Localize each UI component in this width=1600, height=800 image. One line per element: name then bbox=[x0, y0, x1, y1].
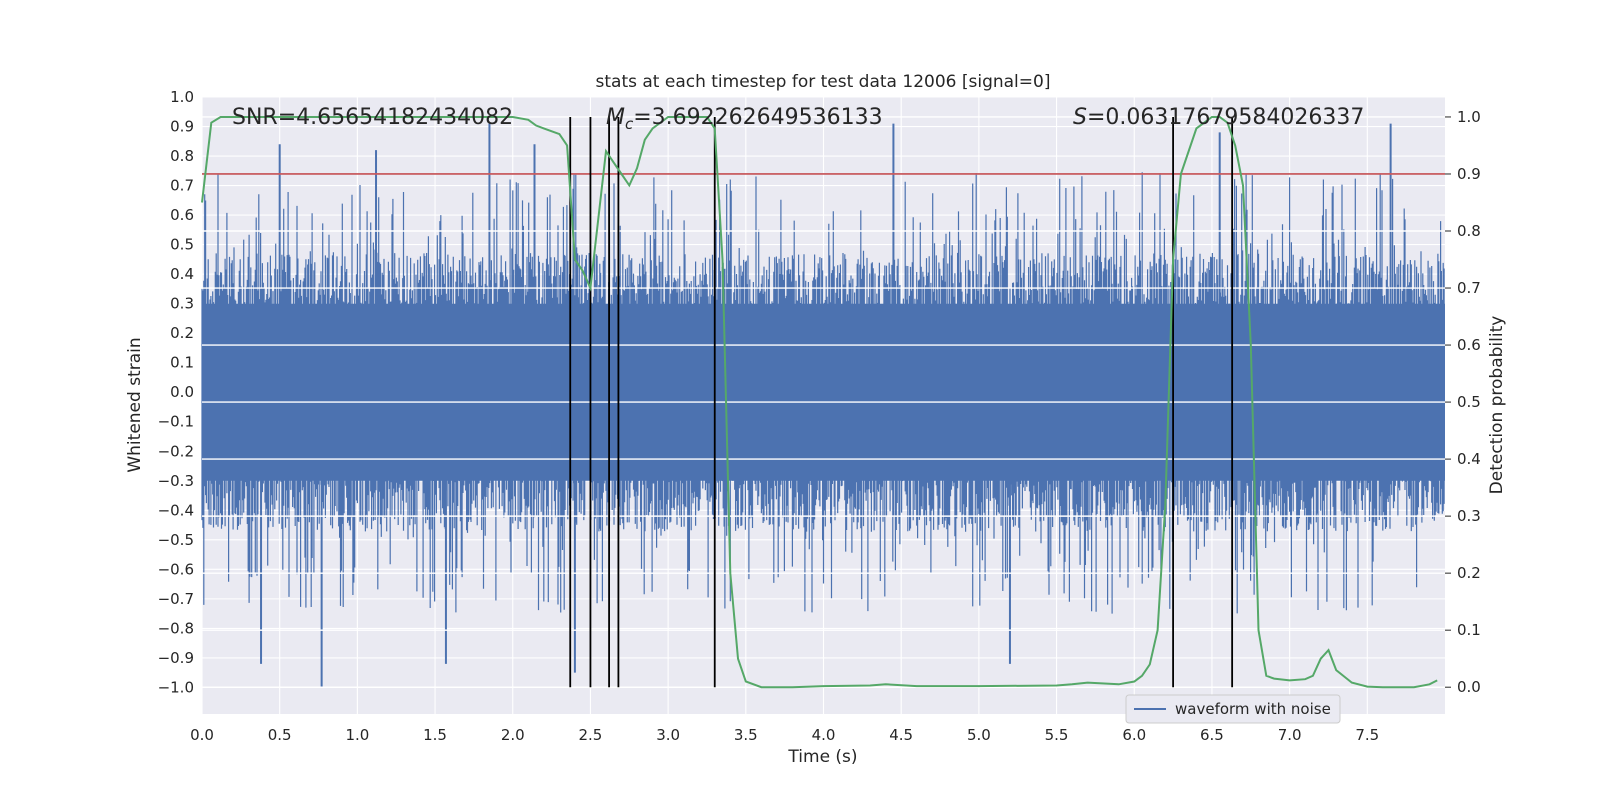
y-tick-label: −0.3 bbox=[158, 472, 194, 490]
y2-tick-label: 0.4 bbox=[1457, 450, 1481, 468]
y2-tick-label: 0.8 bbox=[1457, 222, 1481, 240]
x-tick-label: 0.5 bbox=[268, 726, 292, 744]
y-axis-label: Whitened strain bbox=[125, 337, 145, 472]
y-tick-label: 0.5 bbox=[170, 236, 194, 254]
probability-series bbox=[201, 116, 1438, 689]
y2-tick-label: 0.1 bbox=[1457, 621, 1481, 639]
y-tick-label: 0.3 bbox=[170, 295, 194, 313]
x-tick-label: 7.5 bbox=[1355, 726, 1379, 744]
y2-tick-label: 0.7 bbox=[1457, 279, 1481, 297]
y-tick-label: 0.7 bbox=[170, 177, 194, 195]
x-tick-label: 7.0 bbox=[1278, 726, 1302, 744]
x-tick-label: 0.0 bbox=[190, 726, 214, 744]
y-tick-label: 0.6 bbox=[170, 206, 194, 224]
chirp-mass-value: =3.692262649536133 bbox=[633, 105, 882, 130]
chart-title: stats at each timestep for test data 120… bbox=[596, 72, 1051, 92]
y-tick-label: −0.6 bbox=[158, 560, 194, 578]
s-symbol: S bbox=[1073, 105, 1087, 130]
probability-line bbox=[201, 116, 1438, 689]
y-tick-label: −1.0 bbox=[158, 678, 194, 696]
y-tick-label: −0.5 bbox=[158, 531, 194, 549]
waveform-core bbox=[202, 303, 1445, 481]
legend-label: waveform with noise bbox=[1175, 700, 1331, 718]
y-tick-label: 0.1 bbox=[170, 354, 194, 372]
x-tick-label: 3.0 bbox=[656, 726, 680, 744]
y-tick-label: −0.8 bbox=[158, 619, 194, 637]
y2-tick-label: 0.6 bbox=[1457, 336, 1481, 354]
snr-annotation: SNR=4.65654182434082 bbox=[232, 105, 513, 130]
x-axis-label: Time (s) bbox=[787, 747, 857, 767]
y-tick-label: 0.8 bbox=[170, 147, 194, 165]
y-tick-label: 1.0 bbox=[170, 88, 194, 106]
x-tick-label: 5.0 bbox=[967, 726, 991, 744]
x-tick-label: 5.5 bbox=[1045, 726, 1069, 744]
legend: waveform with noise bbox=[1125, 694, 1341, 724]
x-tick-label: 3.5 bbox=[734, 726, 758, 744]
y2-tick-label: 0.3 bbox=[1457, 507, 1481, 525]
y2-tick-label: 0.0 bbox=[1457, 678, 1481, 696]
x-tick-label: 1.5 bbox=[423, 726, 447, 744]
y-tick-label: 0.2 bbox=[170, 324, 194, 342]
marker-lines bbox=[569, 116, 1234, 688]
y-tick-label: 0.4 bbox=[170, 265, 194, 283]
waveform-series bbox=[201, 123, 1445, 688]
s-value: =0.06317679584026337 bbox=[1087, 105, 1364, 130]
y-tick-label: −0.2 bbox=[158, 442, 194, 460]
y2-axis-label: Detection probability bbox=[1487, 316, 1507, 495]
chirp-mass-subscript: c bbox=[625, 115, 634, 133]
y-tick-label: −0.4 bbox=[158, 501, 194, 519]
chirp-mass-symbol: M bbox=[606, 105, 625, 130]
legend-box bbox=[1125, 694, 1341, 724]
x-tick-label: 4.5 bbox=[889, 726, 913, 744]
y2-axis-ticks: 1.0 0.9 0.8 0.7 0.6 0.5 0.4 0.3 0.2 0.1 0.0 bbox=[1445, 108, 1481, 696]
y-tick-label: −0.1 bbox=[158, 413, 194, 431]
x-tick-label: 2.0 bbox=[501, 726, 525, 744]
s-annotation: S=0.06317679584026337 bbox=[1073, 105, 1364, 130]
x-tick-label: 6.5 bbox=[1200, 726, 1224, 744]
y2-tick-label: 0.9 bbox=[1457, 165, 1481, 183]
y2-tick-label: 1.0 bbox=[1457, 108, 1481, 126]
y-axis-ticks: 1.0 0.9 0.8 0.7 0.6 0.5 0.4 0.3 0.2 0.1 0.0 −0.1 −0.… bbox=[158, 88, 194, 696]
x-tick-label: 4.0 bbox=[812, 726, 836, 744]
y2-tick-label: 0.5 bbox=[1457, 393, 1481, 411]
y-tick-label: −0.7 bbox=[158, 590, 194, 608]
x-tick-label: 1.0 bbox=[345, 726, 369, 744]
chirp-mass-annotation: Mc=3.692262649536133 bbox=[606, 105, 883, 133]
y-tick-label: 0.9 bbox=[170, 118, 194, 136]
x-tick-label: 2.5 bbox=[579, 726, 603, 744]
x-tick-label: 6.0 bbox=[1122, 726, 1146, 744]
x-axis-ticks: 0.0 0.5 1.0 1.5 2.0 2.5 3.0 3.5 4.0 4.5 5.0 5.5 6.0 6… bbox=[190, 726, 1379, 744]
y2-tick-label: 0.2 bbox=[1457, 564, 1481, 582]
y-tick-label: −0.9 bbox=[158, 649, 194, 667]
y-tick-label: 0.0 bbox=[170, 383, 194, 401]
